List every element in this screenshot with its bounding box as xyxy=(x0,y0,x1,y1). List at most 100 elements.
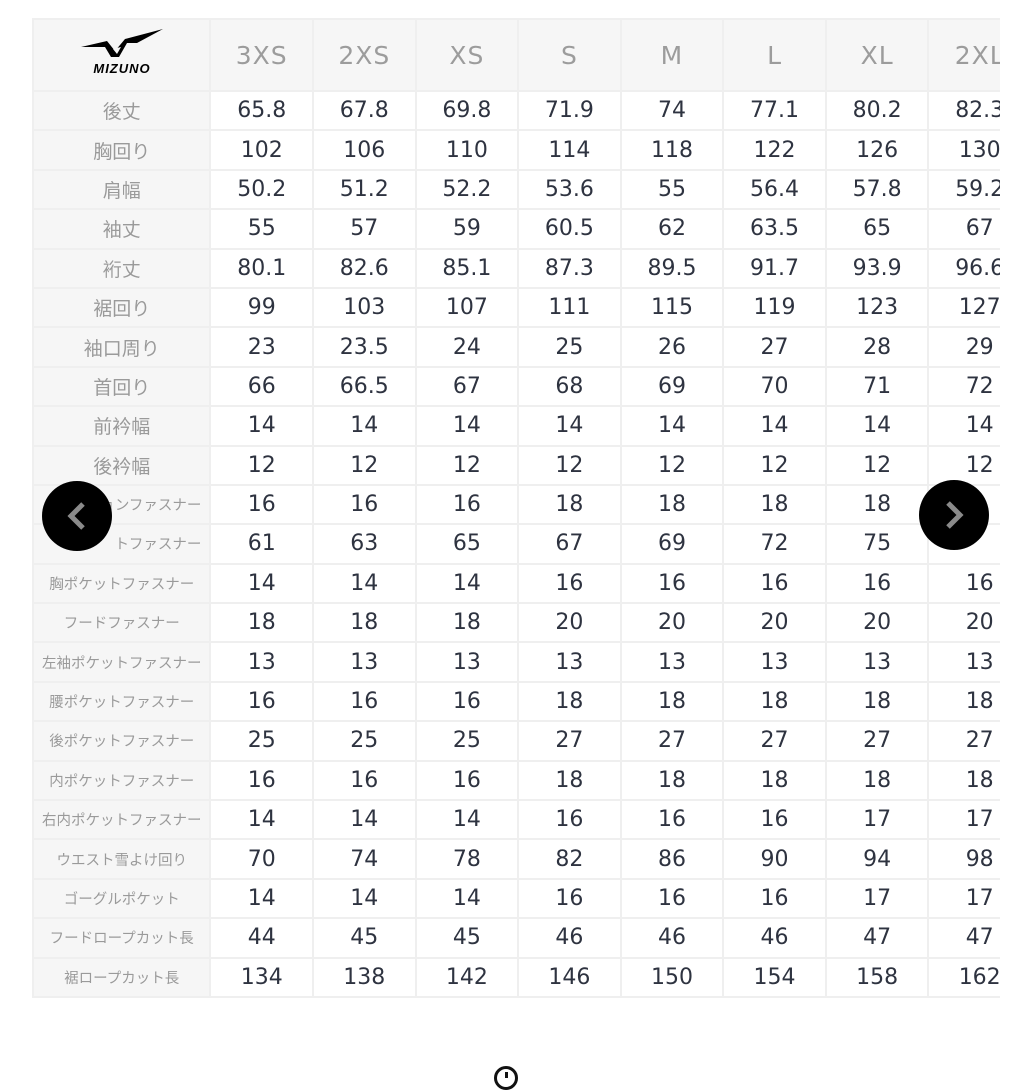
table-row: 首回り 66 66.5 67 68 69 70 71 72 xyxy=(32,365,1000,408)
value-cell: 20 xyxy=(619,602,725,644)
value-cell: 13 xyxy=(414,641,520,683)
table-row: 胸ポケットファスナー 14 14 14 16 16 16 16 16 xyxy=(32,562,1000,605)
table-row: ゴーグルポケット 14 14 14 16 16 16 17 17 xyxy=(32,877,1000,920)
table-row: 裾回り 99 103 107 111 115 119 123 127 xyxy=(32,286,1000,329)
value-cell: 20 xyxy=(517,602,622,644)
row-label: 首回り xyxy=(32,365,212,408)
value-cell: 13 xyxy=(927,641,1000,683)
value-cell: 44 xyxy=(209,917,314,959)
value-cell: 146 xyxy=(517,956,622,998)
value-cell: 45 xyxy=(414,917,520,959)
value-cell: 12 xyxy=(824,444,930,486)
value-cell: 16 xyxy=(312,483,417,526)
value-cell: 60.5 xyxy=(517,208,622,250)
value-cell: 66.5 xyxy=(312,365,417,408)
value-cell: 150 xyxy=(619,956,725,998)
value-cell: 14 xyxy=(927,405,1000,447)
value-cell: 82 xyxy=(517,838,622,880)
table-row: 左袖ポケットファスナー 13 13 13 13 13 13 13 13 xyxy=(32,641,1000,683)
value-cell: 16 xyxy=(619,799,725,841)
value-cell: 118 xyxy=(619,129,725,171)
value-cell: 75 xyxy=(824,523,930,565)
row-label: フードファスナー xyxy=(32,602,212,644)
value-cell: 12 xyxy=(927,444,1000,486)
chevron-left-icon xyxy=(67,502,85,530)
value-cell: 27 xyxy=(722,326,827,368)
value-cell: 98 xyxy=(927,838,1000,880)
table-row: 後ポケットファスナー 25 25 25 27 27 27 27 27 xyxy=(32,720,1000,762)
value-cell: 25 xyxy=(517,326,622,368)
value-cell: 14 xyxy=(414,799,520,841)
value-cell: 16 xyxy=(722,877,827,920)
size-header-s: S xyxy=(517,18,622,92)
size-header-2xs: 2XS xyxy=(312,18,417,92)
value-cell: 14 xyxy=(209,562,314,605)
row-label: 左袖ポケットファスナー xyxy=(32,641,212,683)
table-row: 肩幅 50.2 51.2 52.2 53.6 55 56.4 57.8 59.2 xyxy=(32,168,1000,211)
next-button[interactable] xyxy=(919,480,989,550)
value-cell: 93.9 xyxy=(824,247,930,289)
value-cell: 134 xyxy=(209,956,314,998)
row-label: 後衿幅 xyxy=(32,444,212,486)
value-cell: 67.8 xyxy=(312,89,417,132)
value-cell: 17 xyxy=(824,877,930,920)
size-header-2xl: 2XL xyxy=(927,18,1000,92)
row-label: ゴーグルポケット xyxy=(32,877,212,920)
value-cell: 18 xyxy=(824,680,930,723)
size-header-xs: XS xyxy=(414,18,520,92)
value-cell: 47 xyxy=(824,917,930,959)
row-label: 胸回り xyxy=(32,129,212,171)
value-cell: 27 xyxy=(619,720,725,762)
value-cell: 80.2 xyxy=(824,89,930,132)
value-cell: 29 xyxy=(927,326,1000,368)
size-header-m: M xyxy=(619,18,725,92)
value-cell: 56.4 xyxy=(722,168,827,211)
table-row: 前衿幅 14 14 14 14 14 14 14 14 xyxy=(32,405,1000,447)
value-cell: 96.6 xyxy=(927,247,1000,289)
value-cell: 18 xyxy=(722,759,827,802)
value-cell: 74 xyxy=(619,89,725,132)
value-cell: 71 xyxy=(824,365,930,408)
value-cell: 25 xyxy=(414,720,520,762)
value-cell: 57 xyxy=(312,208,417,250)
value-cell: 16 xyxy=(209,759,314,802)
value-cell: 53.6 xyxy=(517,168,622,211)
value-cell: 20 xyxy=(927,602,1000,644)
value-cell: 27 xyxy=(824,720,930,762)
power-icon[interactable] xyxy=(494,1066,518,1090)
value-cell: 17 xyxy=(927,799,1000,841)
value-cell: 27 xyxy=(517,720,622,762)
previous-button[interactable] xyxy=(42,481,112,551)
value-cell: 14 xyxy=(312,405,417,447)
value-cell: 12 xyxy=(209,444,314,486)
value-cell: 94 xyxy=(824,838,930,880)
value-cell: 24 xyxy=(414,326,520,368)
value-cell: 14 xyxy=(414,877,520,920)
value-cell: 13 xyxy=(312,641,417,683)
value-cell: 85.1 xyxy=(414,247,520,289)
value-cell: 14 xyxy=(312,562,417,605)
value-cell: 130 xyxy=(927,129,1000,171)
value-cell: 16 xyxy=(414,483,520,526)
value-cell: 162 xyxy=(927,956,1000,998)
value-cell: 59 xyxy=(414,208,520,250)
value-cell: 14 xyxy=(209,405,314,447)
value-cell: 51.2 xyxy=(312,168,417,211)
size-header-3xs: 3XS xyxy=(209,18,314,92)
size-header-l: L xyxy=(722,18,827,92)
value-cell: 80.1 xyxy=(209,247,314,289)
value-cell: 14 xyxy=(209,877,314,920)
value-cell: 102 xyxy=(209,129,314,171)
value-cell: 68 xyxy=(517,365,622,408)
value-cell: 25 xyxy=(312,720,417,762)
value-cell: 16 xyxy=(517,799,622,841)
value-cell: 16 xyxy=(619,562,725,605)
value-cell: 65 xyxy=(414,523,520,565)
value-cell: 89.5 xyxy=(619,247,725,289)
value-cell: 18 xyxy=(927,759,1000,802)
value-cell: 16 xyxy=(414,759,520,802)
value-cell: 119 xyxy=(722,286,827,329)
value-cell: 25 xyxy=(209,720,314,762)
table-row: 後衿幅 12 12 12 12 12 12 12 12 xyxy=(32,444,1000,486)
row-label: 袖丈 xyxy=(32,208,212,250)
